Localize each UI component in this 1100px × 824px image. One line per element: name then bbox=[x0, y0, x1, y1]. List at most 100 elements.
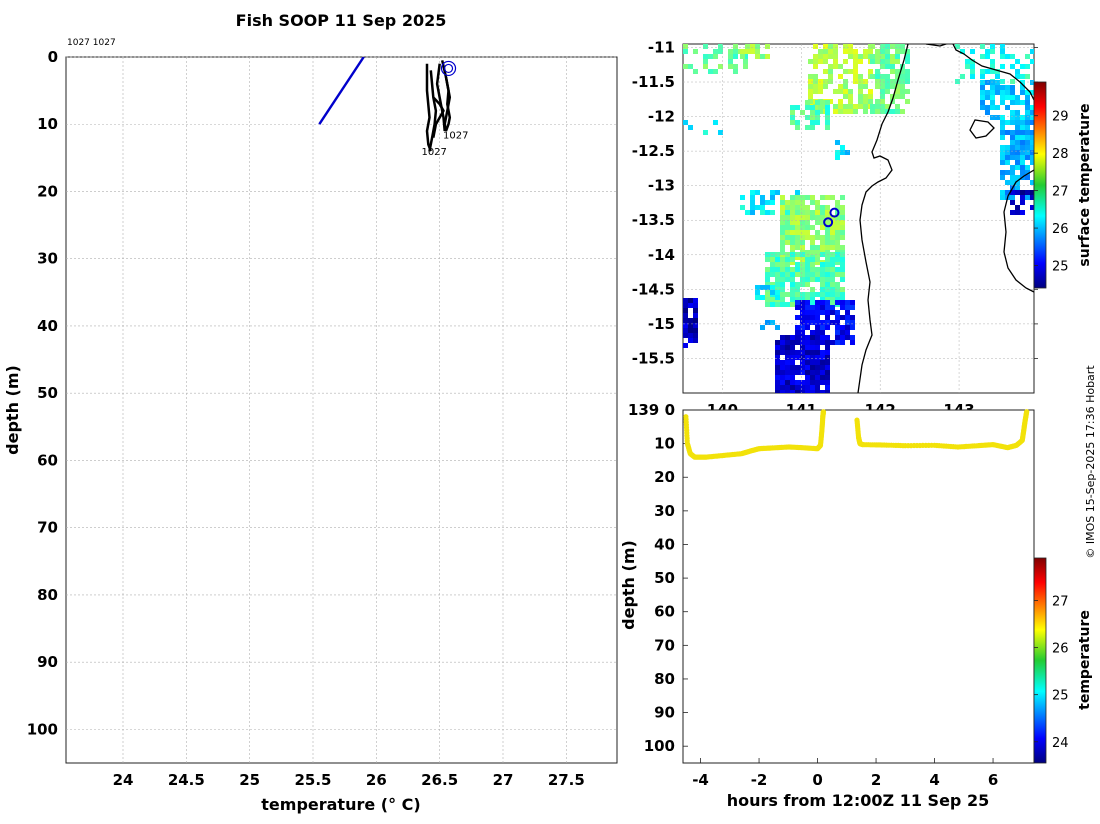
sst-pixel bbox=[1020, 64, 1025, 69]
sst-pixel bbox=[785, 350, 790, 355]
sst-pixel bbox=[840, 287, 845, 292]
sst-pixel bbox=[790, 272, 795, 277]
sst-pixel bbox=[813, 84, 818, 89]
sst-pixel bbox=[790, 215, 795, 220]
sst-pixel bbox=[1015, 135, 1020, 140]
sst-pixel bbox=[805, 100, 810, 105]
sst-pixel bbox=[825, 120, 830, 125]
sst-pixel bbox=[1030, 130, 1034, 135]
profile-series-line bbox=[432, 96, 445, 138]
sst-pixel bbox=[843, 44, 848, 49]
sst-pixel bbox=[850, 305, 855, 310]
sst-pixel bbox=[890, 69, 895, 74]
sst-pixel bbox=[900, 49, 905, 54]
sst-pixel bbox=[775, 295, 780, 300]
sst-pixel bbox=[688, 64, 693, 69]
sst-pixel bbox=[780, 282, 785, 287]
sst-pixel bbox=[810, 267, 815, 272]
sst-pixel bbox=[790, 240, 795, 245]
sst-pixel bbox=[825, 220, 830, 225]
track-point bbox=[1024, 409, 1030, 415]
sst-pixel bbox=[728, 54, 733, 59]
sst-pixel bbox=[990, 90, 995, 95]
sst-pixel bbox=[1020, 125, 1025, 130]
sst-pixel bbox=[815, 110, 820, 115]
sst-pixel bbox=[790, 252, 795, 257]
sst-pixel bbox=[815, 252, 820, 257]
sst-pixel bbox=[880, 64, 885, 69]
sst-pixel bbox=[875, 99, 880, 104]
sst-pixel bbox=[820, 297, 825, 302]
sst-pixel bbox=[895, 49, 900, 54]
sst-pixel bbox=[760, 210, 765, 215]
sst-pixel bbox=[805, 210, 810, 215]
sst-pixel bbox=[800, 305, 805, 310]
track-y-tick-label: 40 bbox=[654, 535, 675, 553]
sst-pixel bbox=[785, 262, 790, 267]
sst-pixel bbox=[980, 90, 985, 95]
sst-pixel bbox=[790, 385, 795, 390]
sst-pixel bbox=[1025, 95, 1030, 100]
track-colorbar-label: temperature bbox=[1077, 610, 1093, 710]
sst-pixel bbox=[875, 104, 880, 109]
sst-pixel bbox=[828, 69, 833, 74]
sst-pixel bbox=[810, 355, 815, 360]
sst-pixel bbox=[713, 69, 718, 74]
sst-pixel bbox=[760, 54, 765, 59]
sst-pixel bbox=[808, 99, 813, 104]
track-x-tick-label: 4 bbox=[929, 771, 939, 789]
sst-pixel bbox=[843, 49, 848, 54]
sst-pixel bbox=[785, 235, 790, 240]
sst-pixel bbox=[775, 262, 780, 267]
sst-pixel bbox=[775, 272, 780, 277]
sst-pixel bbox=[825, 235, 830, 240]
sst-pixel bbox=[805, 272, 810, 277]
sst-pixel bbox=[825, 105, 830, 110]
sst-pixel bbox=[770, 200, 775, 205]
sst-pixel bbox=[790, 350, 795, 355]
sst-pixel bbox=[830, 282, 835, 287]
sst-pixel bbox=[770, 267, 775, 272]
sst-pixel bbox=[840, 305, 845, 310]
sst-pixel bbox=[750, 49, 755, 54]
sst-pixel bbox=[780, 230, 785, 235]
sst-pixel bbox=[990, 44, 995, 49]
sst-pixel bbox=[820, 100, 825, 105]
sst-pixel bbox=[840, 257, 845, 262]
sst-pixel bbox=[1030, 190, 1034, 195]
sst-pixel bbox=[985, 105, 990, 110]
sst-pixel bbox=[828, 79, 833, 84]
sst-pixel bbox=[825, 267, 830, 272]
sst-pixel bbox=[1025, 155, 1030, 160]
sst-pixel bbox=[833, 59, 838, 64]
sst-pixel bbox=[810, 110, 815, 115]
sst-pixel bbox=[1020, 90, 1025, 95]
sst-pixel bbox=[780, 287, 785, 292]
sst-pixel bbox=[740, 195, 745, 200]
sst-pixel bbox=[835, 272, 840, 277]
sst-pixel bbox=[795, 350, 800, 355]
sst-pixel bbox=[1030, 150, 1034, 155]
sst-pixel bbox=[795, 300, 800, 305]
map-colorbar-tick-label: 27 bbox=[1052, 185, 1069, 200]
profile-series-line bbox=[428, 70, 438, 152]
profile-y-tick-label: 30 bbox=[37, 250, 58, 268]
sst-pixel bbox=[1030, 155, 1034, 160]
profile-x-ticks: 24 24.5 25 25.5 26 26.5 27 27.5 bbox=[113, 771, 585, 789]
sst-pixel bbox=[1025, 190, 1030, 195]
sst-pixel bbox=[800, 365, 805, 370]
sst-pixel bbox=[810, 115, 815, 120]
sst-pixel bbox=[895, 54, 900, 59]
sst-pixel bbox=[790, 355, 795, 360]
sst-pixel bbox=[810, 215, 815, 220]
sst-pixel bbox=[825, 310, 830, 315]
sst-pixel bbox=[1005, 105, 1010, 110]
sst-pixel bbox=[785, 257, 790, 262]
sst-pixel bbox=[808, 79, 813, 84]
sst-pixel bbox=[795, 330, 800, 335]
sst-pixel bbox=[880, 89, 885, 94]
sst-pixel bbox=[770, 285, 775, 290]
sst-pixel bbox=[1000, 79, 1005, 84]
sst-pixel bbox=[830, 277, 835, 282]
sst-pixel bbox=[895, 74, 900, 79]
